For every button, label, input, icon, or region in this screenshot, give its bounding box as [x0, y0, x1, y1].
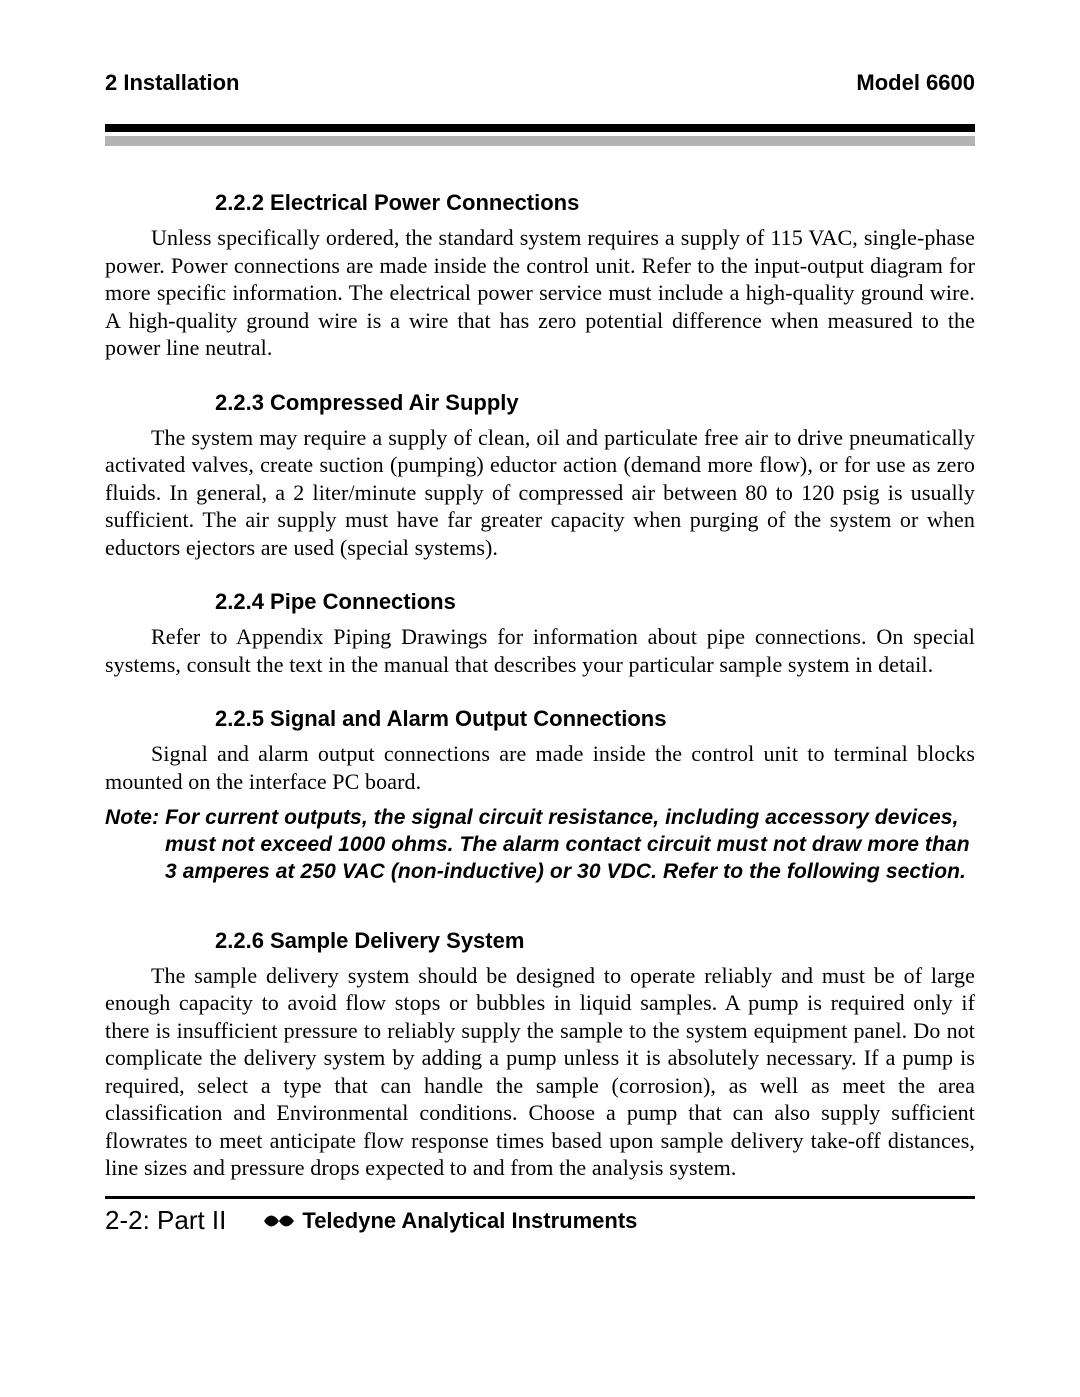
footer: 2-2: Part II Teledyne Analytical Instrum… — [105, 1205, 975, 1236]
note: Note: For current outputs, the signal ci… — [105, 805, 975, 886]
content: 2.2.2 Electrical Power Connections Unles… — [105, 190, 975, 1182]
para: Signal and alarm output connections are … — [105, 740, 975, 795]
heading-2-2-3: 2.2.3 Compressed Air Supply — [105, 390, 975, 416]
heading-2-2-6: 2.2.6 Sample Delivery System — [105, 928, 975, 954]
heading-2-2-4: 2.2.4 Pipe Connections — [105, 589, 975, 615]
para: The sample delivery system should be des… — [105, 962, 975, 1182]
para: Unless specifically ordered, the standar… — [105, 224, 975, 362]
footer-brand-text: Teledyne Analytical Instruments — [302, 1208, 637, 1234]
heading-2-2-2: 2.2.2 Electrical Power Connections — [105, 190, 975, 216]
running-head: 2 Installation Model 6600 — [105, 70, 975, 96]
footer-rule — [105, 1196, 975, 1199]
header-rule-gray — [105, 136, 975, 146]
teledyne-logo-icon — [264, 1213, 294, 1229]
header-right: Model 6600 — [856, 70, 975, 96]
footer-brand: Teledyne Analytical Instruments — [264, 1208, 637, 1234]
header-left: 2 Installation — [105, 70, 239, 96]
para: Refer to Appendix Piping Drawings for in… — [105, 623, 975, 678]
heading-2-2-5: 2.2.5 Signal and Alarm Output Connection… — [105, 706, 975, 732]
page: 2 Installation Model 6600 2.2.2 Electric… — [0, 0, 1080, 1397]
para: The system may require a supply of clean… — [105, 424, 975, 562]
footer-pageref: 2-2: Part II — [105, 1205, 226, 1236]
header-rule-black — [105, 124, 975, 132]
